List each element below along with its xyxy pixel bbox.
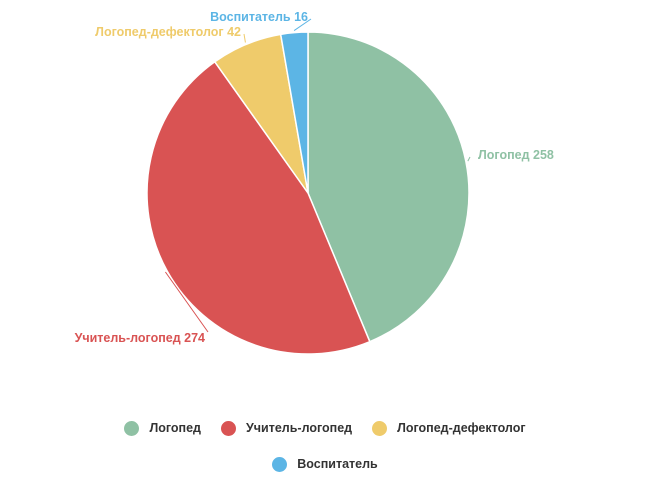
legend-label: Логопед-дефектолог <box>397 421 526 435</box>
pie-slice[interactable] <box>146 60 371 355</box>
legend-dot-icon <box>372 420 388 436</box>
slice-label: Логопед 258 <box>478 148 554 162</box>
legend-label: Логопед <box>149 421 201 435</box>
legend-item-logoped-defektolog[interactable]: Логопед-дефектолог <box>372 420 526 436</box>
leader-line <box>293 18 312 32</box>
leader-line <box>243 33 246 43</box>
slice-label: Воспитатель 16 <box>210 10 308 24</box>
legend-item-logoped[interactable]: Логопед <box>124 420 201 436</box>
pie-slice[interactable] <box>307 31 470 343</box>
pie-chart: Логопед 258 Учитель-логопед 274 Логопед-де… <box>75 10 554 355</box>
label-leader-lines <box>165 18 471 333</box>
pie-slice[interactable] <box>279 31 309 194</box>
legend-label: Учитель-логопед <box>245 421 353 435</box>
legend-item-uchitel-logoped[interactable]: Учитель-логопед <box>220 420 353 436</box>
slice-labels: Логопед 258 Учитель-логопед 274 Логопед-де… <box>75 10 554 345</box>
slice-label: Логопед-дефектолог 42 <box>95 25 241 39</box>
leader-line <box>467 156 471 162</box>
legend-item-vospitatel[interactable]: Воспитатель <box>272 456 378 472</box>
legend-label: Воспитатель <box>297 457 378 471</box>
legend-row: Логопед Учитель-логопед Логопед-дефектол… <box>0 410 650 446</box>
legend-dot-icon <box>124 420 140 436</box>
legend-dot-icon <box>220 420 236 436</box>
legend-row: Воспитатель <box>0 446 650 482</box>
leader-line <box>165 271 209 333</box>
pie-slices <box>146 31 470 355</box>
legend-dot-icon <box>272 456 288 472</box>
legend: Логопед Учитель-логопед Логопед-дефектол… <box>0 410 650 482</box>
slice-label: Учитель-логопед 274 <box>75 331 205 345</box>
